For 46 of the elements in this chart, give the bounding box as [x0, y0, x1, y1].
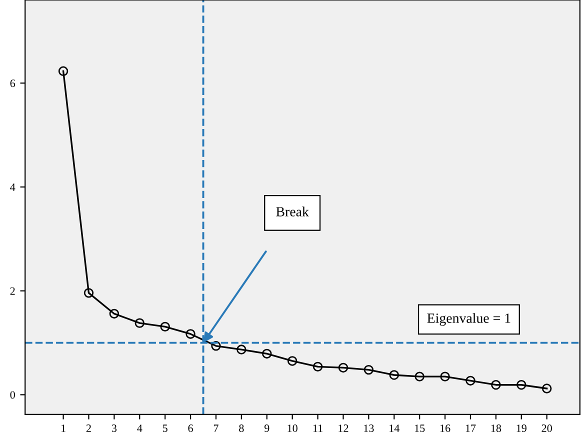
point [186, 329, 196, 339]
x-tick-label: 9 [264, 424, 270, 432]
point [109, 308, 120, 319]
point [312, 362, 323, 372]
point [287, 356, 298, 366]
y-tick-label: 0 [10, 391, 15, 399]
x-tick-label: 14 [390, 424, 400, 432]
point [466, 376, 476, 386]
x-tick-label: 16 [440, 424, 450, 432]
x-tick-label: 17 [466, 424, 476, 432]
point [491, 380, 501, 390]
y-tick-label: 6 [10, 80, 16, 88]
point [262, 348, 272, 359]
point [414, 372, 424, 382]
x-tick-label: 8 [239, 424, 244, 432]
x-tick-label: 20 [542, 424, 552, 432]
x-tick-label: 1 [61, 424, 66, 432]
point [236, 344, 246, 354]
point [134, 318, 144, 328]
point [160, 322, 170, 332]
x-tick-label: 6 [188, 424, 193, 432]
ref-line-label: Eigenvalue = 1 [427, 313, 510, 326]
point [389, 370, 399, 380]
x-tick-label: 10 [288, 424, 298, 432]
x-tick-label: 19 [516, 424, 526, 432]
annotation: Break [276, 206, 309, 216]
y-tick-label: 2 [10, 287, 15, 295]
point [516, 380, 526, 390]
x-tick-label: 15 [415, 424, 425, 432]
point [338, 362, 348, 373]
x-tick-label: 4 [137, 424, 142, 432]
x-tick-label: 12 [338, 424, 348, 432]
x-tick-label: 3 [112, 424, 117, 432]
y-tick-label: 4 [10, 184, 16, 191]
point [542, 384, 552, 394]
x-tick-label: 11 [313, 424, 322, 432]
point [84, 288, 94, 298]
x-tick-label: 7 [214, 424, 218, 432]
x-tick-label: 13 [364, 424, 374, 432]
point [364, 364, 374, 375]
x-tick-label: 2 [86, 424, 91, 432]
point [58, 66, 68, 76]
x-tick-label: 5 [162, 424, 168, 432]
point [440, 372, 450, 382]
x-tick-label: 18 [491, 424, 502, 432]
point [211, 341, 221, 351]
